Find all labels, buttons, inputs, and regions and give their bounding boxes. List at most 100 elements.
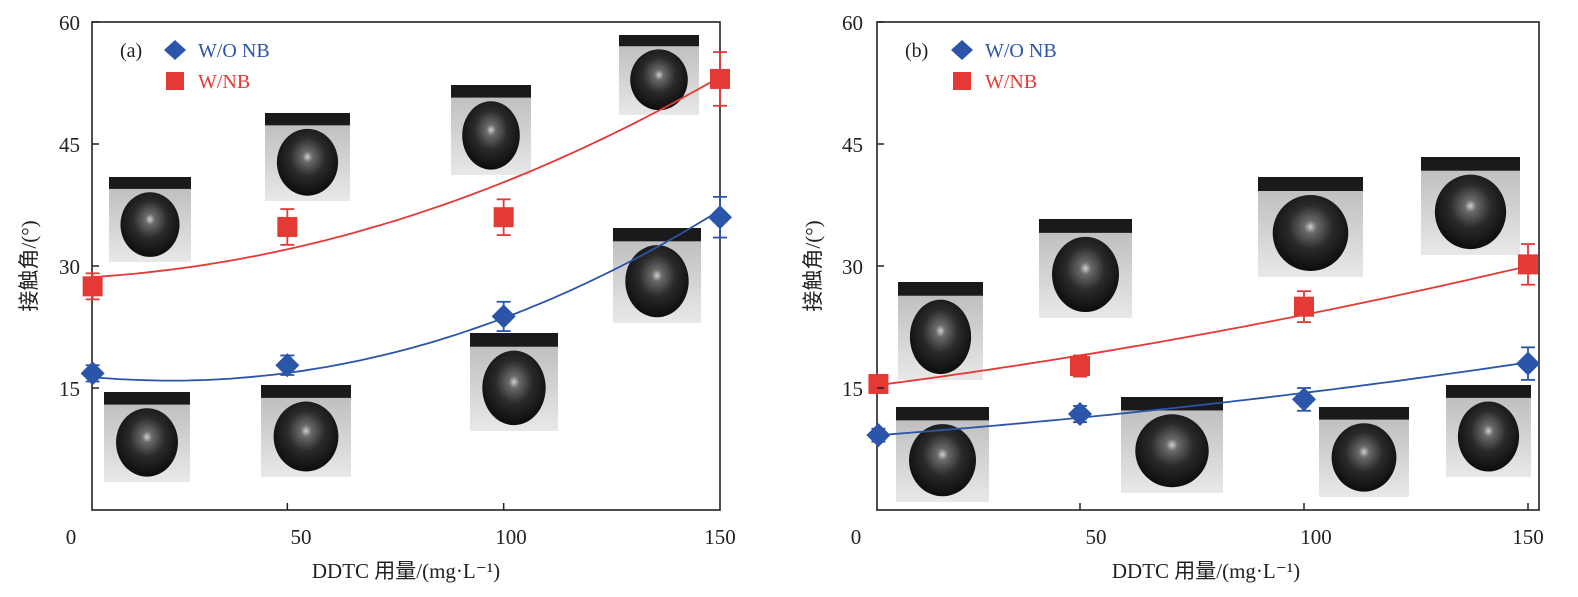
droplet-shape (1135, 414, 1209, 488)
droplet-photo-inset (1258, 177, 1363, 277)
data-point (1068, 402, 1092, 427)
data-point (493, 207, 514, 228)
needle-shadow (104, 392, 190, 405)
data-point (868, 373, 889, 394)
needle-shadow (109, 177, 191, 189)
data-point (1516, 351, 1540, 376)
needle-shadow (1121, 397, 1223, 411)
y-tick-label-60: 60 (59, 11, 80, 35)
droplet-shape (482, 350, 546, 426)
droplet-shape (276, 128, 339, 196)
legend-label-wo-nb: W/O NB (985, 40, 1057, 62)
droplet-shape (1272, 195, 1349, 271)
legend-label-w-nb: W/NB (198, 71, 250, 93)
y-tick-label-60: 60 (842, 11, 863, 35)
data-point (708, 205, 732, 230)
y-tick-label-30: 30 (842, 255, 863, 279)
droplet-photo-inset (896, 407, 989, 502)
droplet-photo-inset (109, 177, 191, 262)
legend-square-marker (953, 72, 971, 90)
data-point (1294, 296, 1314, 317)
needle-shadow (470, 333, 558, 347)
series-w-nb (82, 51, 730, 301)
droplet-shape (1331, 423, 1397, 492)
data-point (1518, 254, 1538, 275)
fit-curve (92, 212, 717, 382)
droplet-shape (630, 49, 688, 111)
fit-curve (878, 266, 1524, 386)
y-tick-label-45: 45 (59, 133, 80, 157)
data-point (277, 216, 298, 237)
droplet-shape (909, 424, 976, 497)
insets (896, 157, 1531, 502)
panel-label: (a) (120, 40, 142, 62)
droplet-shape (1457, 401, 1520, 472)
needle-shadow (619, 35, 699, 47)
fit-curve (878, 362, 1524, 436)
legend: W/O NB W/NB (951, 40, 1057, 93)
droplet-photo-inset (898, 282, 983, 380)
axis-ticks (877, 21, 1529, 510)
legend-square-marker (166, 72, 184, 90)
x-axis-label: DDTC 用量/(mg·L⁻¹) (312, 559, 500, 583)
droplet-shape (120, 192, 180, 257)
data-point (82, 276, 103, 297)
needle-shadow (1446, 385, 1531, 398)
y-tick-label-15: 15 (59, 377, 80, 401)
data-point (866, 423, 891, 448)
needle-shadow (1421, 157, 1520, 171)
droplet-photo-inset (1421, 157, 1520, 255)
legend-diamond-marker (951, 40, 973, 60)
needle-shadow (1319, 407, 1409, 420)
x-tick-label-100: 100 (1300, 525, 1332, 549)
droplet-photo-inset (470, 333, 558, 431)
x-tick-label-0: 0 (851, 525, 862, 549)
plot-layer (80, 51, 732, 386)
droplet-photo-inset (1121, 397, 1223, 493)
droplet-shape (625, 245, 689, 318)
droplet-shape (462, 101, 520, 170)
fit-curve (92, 78, 717, 278)
needle-shadow (898, 282, 983, 296)
droplet-shape (1434, 174, 1507, 250)
panel-b: 60 45 30 15 0 50 100 150 DDTC 用量/(mg·L⁻¹… (801, 11, 1544, 583)
needle-shadow (265, 113, 350, 126)
panel-a: 60 45 30 15 0 50 100 150 DDTC 用量/(mg·L⁻¹… (17, 11, 736, 583)
droplet-photo-inset (619, 35, 699, 115)
droplet-photo-inset (1446, 385, 1531, 477)
needle-shadow (613, 228, 701, 242)
x-tick-label-150: 150 (704, 525, 736, 549)
droplet-shape (116, 408, 178, 477)
droplet-shape (1052, 236, 1119, 313)
x-tick-label-50: 50 (291, 525, 312, 549)
legend-label-wo-nb: W/O NB (198, 40, 270, 62)
droplet-shape (909, 299, 972, 375)
y-axis-label: 接触角/(°) (17, 220, 41, 311)
needle-shadow (1258, 177, 1363, 191)
legend-diamond-marker (164, 40, 186, 60)
legend: W/O NB W/NB (164, 40, 270, 93)
data-point (1070, 356, 1090, 377)
data-point (275, 353, 300, 378)
droplet-photo-inset (1319, 407, 1409, 497)
series-w-nb (868, 243, 1538, 394)
series-w-o-nb (866, 346, 1540, 448)
x-tick-label-100: 100 (495, 525, 527, 549)
droplet-photo-inset (261, 385, 351, 477)
x-tick-label-0: 0 (66, 525, 77, 549)
needle-shadow (1039, 219, 1132, 233)
data-point (80, 361, 105, 386)
needle-shadow (896, 407, 989, 421)
legend-label-w-nb: W/NB (985, 71, 1037, 93)
data-point (710, 68, 730, 89)
data-point (1292, 387, 1316, 412)
droplet-photo-inset (451, 85, 531, 175)
y-axis-label: 接触角/(°) (801, 220, 825, 311)
data-point (491, 304, 516, 329)
plot-layer (866, 243, 1540, 448)
y-tick-label-30: 30 (59, 255, 80, 279)
x-tick-label-150: 150 (1512, 525, 1544, 549)
y-tick-label-45: 45 (842, 133, 863, 157)
insets (104, 35, 701, 482)
